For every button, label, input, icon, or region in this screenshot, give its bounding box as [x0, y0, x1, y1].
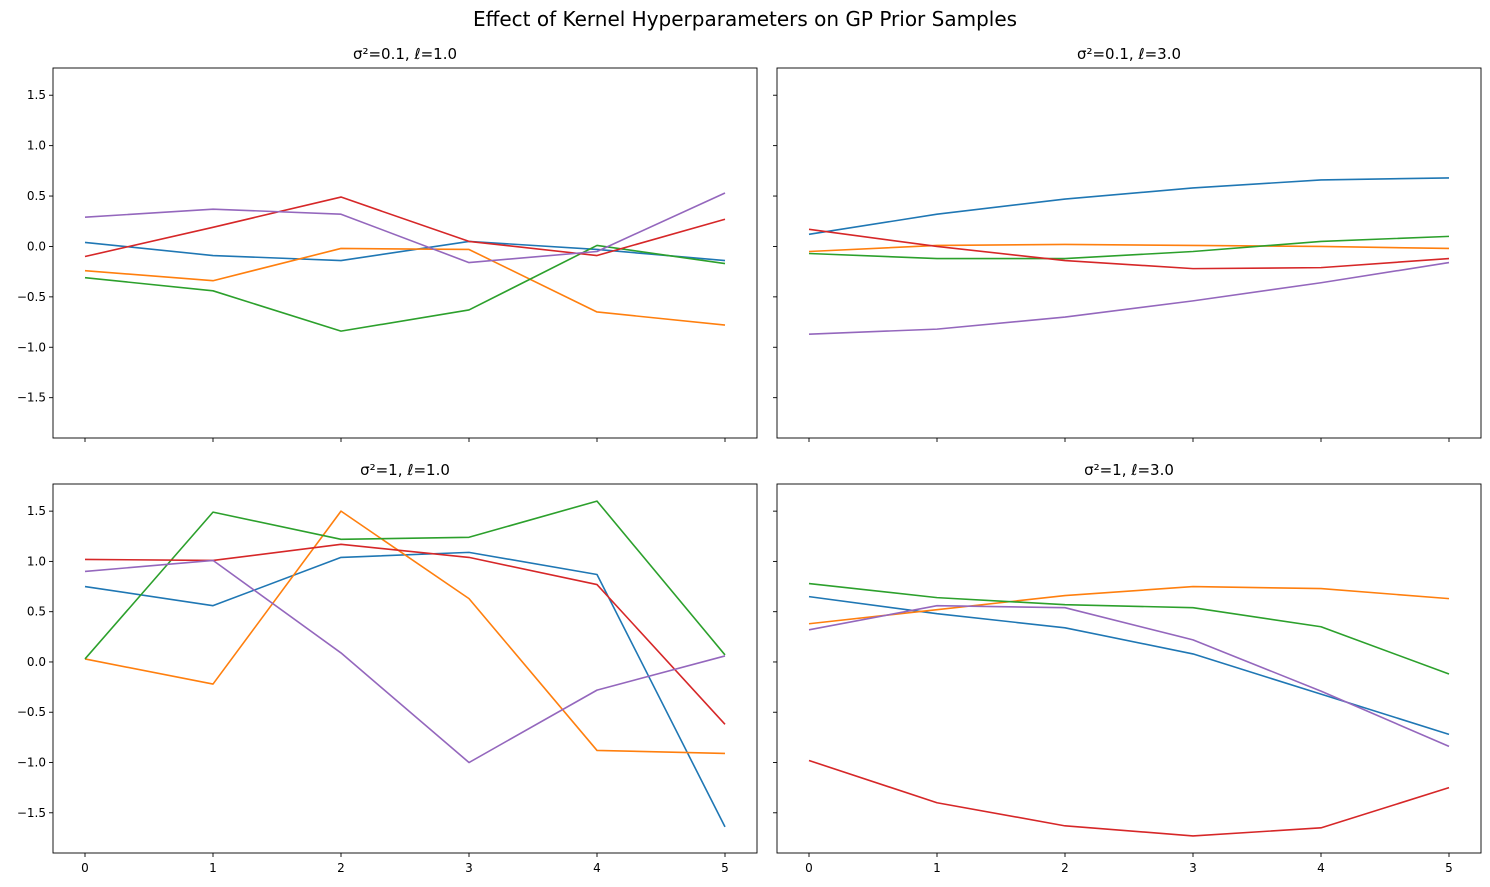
y-tick-label: 0.5: [27, 189, 46, 203]
series-lines: [808, 582, 1450, 837]
x-tick-label: 2: [1061, 861, 1069, 875]
x-tick-label: 0: [81, 861, 89, 875]
x-tick-label: 4: [593, 861, 601, 875]
x-tick-label: 4: [1317, 861, 1325, 875]
series-lines: [84, 192, 726, 332]
series-line-2: [84, 247, 726, 326]
series-line-2: [808, 243, 1450, 253]
series-line-4: [84, 543, 726, 725]
axes-frame: [52, 67, 758, 439]
y-tick-label: 1.5: [27, 88, 46, 102]
series-line-2: [808, 585, 1450, 625]
series-line-3: [808, 235, 1450, 260]
y-tick-label: 1.0: [27, 554, 46, 568]
x-tick-label: 2: [337, 861, 345, 875]
series-line-1: [808, 177, 1450, 236]
x-tick-label: 3: [1189, 861, 1197, 875]
x-tick-label: 3: [465, 861, 473, 875]
series-line-3: [808, 582, 1450, 675]
y-tick-label: 1.5: [27, 504, 46, 518]
y-tick-label: −1.0: [17, 340, 46, 354]
axes-frame: [52, 483, 758, 854]
y-tick-label: −1.5: [17, 806, 46, 820]
series-lines: [808, 177, 1450, 335]
y-tick-label: 0.0: [27, 655, 46, 669]
series-line-5: [84, 192, 726, 264]
series-line-1: [808, 595, 1450, 736]
subplot-4: σ²=1, ℓ=3.0 0 1 2 3 4 5: [773, 461, 1482, 875]
y-tick-label: 0.5: [27, 605, 46, 619]
subplot-title: σ²=1, ℓ=3.0: [1084, 461, 1174, 479]
series-line-1: [84, 551, 726, 828]
subplot-title: σ²=1, ℓ=1.0: [360, 461, 450, 479]
series-line-4: [808, 759, 1450, 837]
x-tick-label: 5: [721, 861, 729, 875]
series-line-4: [808, 228, 1450, 270]
x-tick-label: 5: [1445, 861, 1453, 875]
subplot-2: σ²=0.1, ℓ=3.0: [773, 45, 1482, 442]
series-lines: [84, 500, 726, 828]
series-line-5: [808, 604, 1450, 748]
x-tick-label: 1: [933, 861, 941, 875]
subplot-title: σ²=0.1, ℓ=3.0: [1077, 45, 1181, 63]
x-tick-label: 0: [805, 861, 813, 875]
y-tick-label: −1.0: [17, 756, 46, 770]
series-line-3: [84, 500, 726, 660]
y-tick-label: −0.5: [17, 705, 46, 719]
series-line-2: [84, 510, 726, 755]
axes-frame: [776, 67, 1482, 439]
subplot-grid: σ²=0.1, ℓ=1.0−1.5−1.0−0.50.00.51.01.5σ²=…: [17, 45, 1482, 875]
subplot-title: σ²=0.1, ℓ=1.0: [353, 45, 457, 63]
series-line-3: [84, 244, 726, 332]
subplot-3: σ²=1, ℓ=1.0 −1.5 −1.0 −0.5 0.0 0.5 1.0 1.5 0 1 2 3 4…: [17, 461, 758, 875]
y-tick-label: −1.5: [17, 391, 46, 405]
series-line-5: [84, 559, 726, 764]
series-line-4: [84, 196, 726, 258]
y-tick-label: 1.0: [27, 139, 46, 153]
x-tick-label: 1: [209, 861, 217, 875]
series-line-5: [808, 261, 1450, 335]
axes-frame: [776, 483, 1482, 854]
y-tick-label: −0.5: [17, 290, 46, 304]
subplot-1: σ²=0.1, ℓ=1.0 −1.5 −1.0 −0.5 0.0 0.5 1.0 1.5: [17, 45, 758, 442]
figure-suptitle: Effect of Kernel Hyperparameters on GP P…: [473, 7, 1017, 31]
series-line-1: [84, 240, 726, 262]
y-tick-label: 0.0: [27, 239, 46, 253]
